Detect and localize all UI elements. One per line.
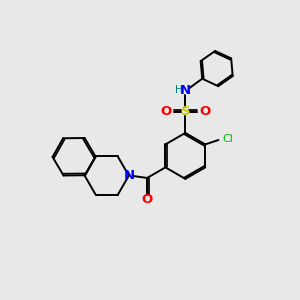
Text: O: O: [142, 193, 153, 206]
Text: S: S: [181, 105, 190, 118]
Text: O: O: [160, 105, 172, 118]
Text: Cl: Cl: [222, 134, 233, 144]
Text: O: O: [199, 105, 210, 118]
Text: N: N: [123, 169, 134, 182]
Text: N: N: [180, 84, 191, 97]
Text: H: H: [175, 85, 183, 95]
